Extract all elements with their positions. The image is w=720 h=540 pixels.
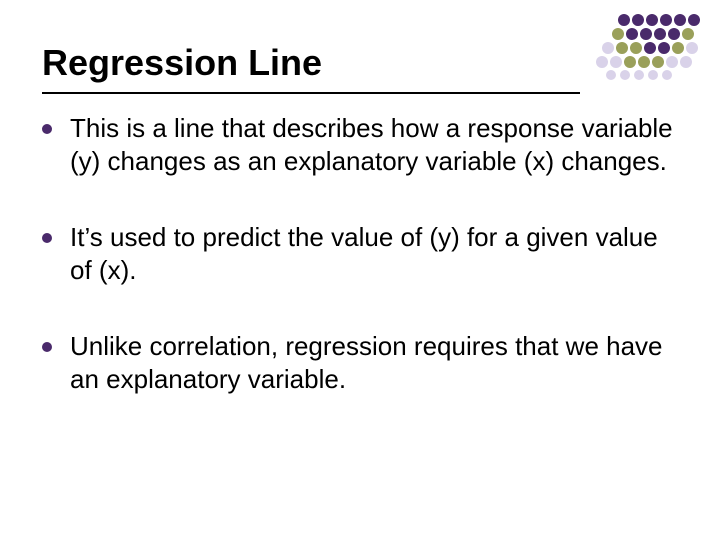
decor-dot [666, 56, 678, 68]
decor-dot [624, 56, 636, 68]
decor-dot [610, 56, 622, 68]
slide: Regression Line This is a line that desc… [0, 0, 720, 540]
decor-dot [606, 70, 616, 80]
bullet-icon [42, 233, 52, 243]
bullet-icon [42, 124, 52, 134]
bullet-icon [42, 342, 52, 352]
decor-dot [686, 42, 698, 54]
decor-dot [646, 14, 658, 26]
decor-dot [626, 28, 638, 40]
bullet-item: Unlike correlation, regression requires … [42, 330, 682, 395]
decor-dot [660, 14, 672, 26]
corner-decoration [562, 14, 702, 94]
decor-dot [596, 56, 608, 68]
decor-dot [612, 28, 624, 40]
decor-dot [630, 42, 642, 54]
decor-dot [652, 56, 664, 68]
decor-dot [618, 14, 630, 26]
bullet-text: This is a line that describes how a resp… [70, 112, 682, 177]
decor-dot [654, 28, 666, 40]
decor-dot [682, 28, 694, 40]
decor-dot [644, 42, 656, 54]
decor-dot [674, 14, 686, 26]
bullet-item: It’s used to predict the value of (y) fo… [42, 221, 682, 286]
decor-dot [640, 28, 652, 40]
decor-dot [620, 70, 630, 80]
decor-dot [638, 56, 650, 68]
bullet-text: It’s used to predict the value of (y) fo… [70, 221, 682, 286]
decor-dot [680, 56, 692, 68]
bullet-text: Unlike correlation, regression requires … [70, 330, 682, 395]
decor-dot [688, 14, 700, 26]
title-underline [42, 92, 580, 94]
decor-dot [658, 42, 670, 54]
slide-title: Regression Line [42, 42, 322, 84]
decor-dot [648, 70, 658, 80]
decor-dot [632, 14, 644, 26]
decor-dot [602, 42, 614, 54]
decor-dot [672, 42, 684, 54]
slide-body: This is a line that describes how a resp… [42, 112, 682, 439]
decor-dot [662, 70, 672, 80]
bullet-item: This is a line that describes how a resp… [42, 112, 682, 177]
decor-dot [668, 28, 680, 40]
decor-dot [634, 70, 644, 80]
decor-dot [616, 42, 628, 54]
